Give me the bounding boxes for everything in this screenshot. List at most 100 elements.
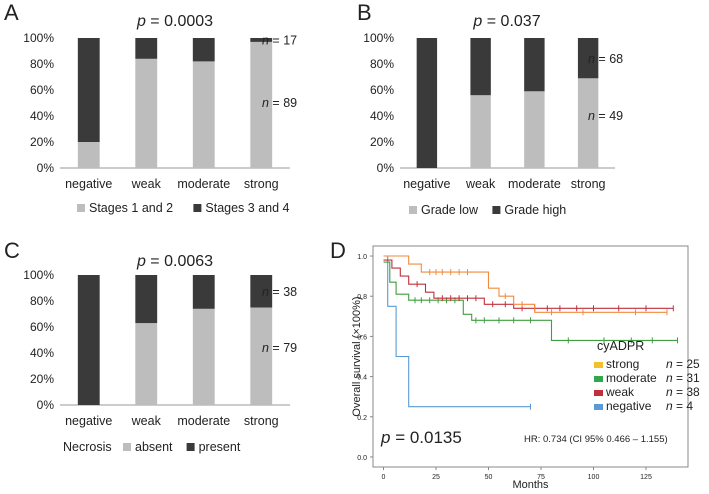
n-label-italic: n [262,341,269,355]
n-label-rest: = 68 [595,52,623,66]
p-value-title-rest: = 0.0063 [146,253,213,270]
legend-swatch-weak [594,390,603,396]
km-curve-weak [383,259,674,309]
bar-upper-moderate [192,38,215,62]
bar-lower-moderate [192,61,215,168]
legend-swatch [492,206,501,214]
x-tick-label: 75 [537,474,545,481]
p-value-title-rest: = 0.0003 [146,13,213,30]
y-tick-label: 0.2 [357,415,367,422]
bar-lower-moderate [192,308,215,405]
plot-frame [372,245,689,468]
legend-n-negative: n = 4 [666,399,693,413]
legend-label-negative: negative [606,399,652,413]
n-label: n = 17 [262,34,297,48]
bar-upper-weak [135,38,158,59]
legend-n-weak-rest: = 38 [673,385,700,399]
y-tick-label: 40% [30,109,54,123]
panel-label: B [357,0,372,25]
bar-lower-strong [250,41,273,168]
bar-lower-moderate [524,91,545,168]
y-tick-label: 80% [370,57,394,71]
y-tick-label: 20% [30,135,54,149]
y-tick-label: 20% [30,372,54,386]
x-tick-label: moderate [177,414,230,428]
p-value-title-italic: p [136,13,146,30]
y-tick-label: 100% [23,268,54,282]
legend-n-moderate-italic: n [666,371,673,385]
legend-label-moderate: moderate [606,371,657,385]
n-label-italic: n [262,285,269,299]
legend-n-moderate: n = 31 [666,371,700,385]
legend-label: Grade high [504,203,566,217]
legend-label: Grade low [421,203,479,217]
n-label-rest: = 79 [269,341,297,355]
y-tick-label: 60% [30,83,54,97]
y-tick-label: 0.4 [357,375,367,382]
panel-label: A [4,0,19,25]
p-value-title-rest: = 0.037 [482,13,540,30]
legend-swatch [409,206,417,214]
legend-label: Stages 3 and 4 [205,201,289,215]
legend-swatch [186,443,195,451]
km-curve-moderate [383,261,678,341]
bar-upper-weak [135,275,158,324]
y-tick-label: 1.0 [357,254,367,261]
n-label: n = 79 [262,341,297,355]
legend-n-strong-rest: = 25 [673,357,700,371]
legend-label: absent [135,440,173,454]
x-tick-label: 50 [485,474,493,481]
y-tick-label: 0.0 [357,455,367,462]
y-tick-label: 40% [30,346,54,360]
n-label-rest: = 38 [269,285,297,299]
x-tick-label: weak [131,414,162,428]
x-tick-label: strong [244,414,279,428]
panel-D: D 0.0 0.2 0.4 0.6 0.8 1.0 0 25 50 75 100 125 Months Ov… [330,238,700,491]
x-tick-label: 125 [640,474,652,481]
p-value-title: p = 0.0003 [136,13,213,30]
legend-n-moderate-rest: = 31 [673,371,700,385]
bar-lower-strong [577,78,599,168]
x-tick-label: negative [65,414,112,428]
legend-label-strong: strong [606,357,639,371]
bar-upper-moderate [524,38,545,92]
panel-label: D [330,238,346,263]
y-tick-label: 40% [370,109,394,123]
y-tick-label: 0% [37,398,55,412]
legend-n-strong: n = 25 [666,357,700,371]
p-value-title-italic: p [136,253,146,270]
bar-upper-negative [77,38,100,142]
x-tick-label: weak [131,177,162,191]
bar-upper-strong [577,38,599,79]
bar-lower-weak [470,95,491,168]
legend-n-strong-italic: n [666,357,673,371]
n-label-italic: n [262,96,269,110]
legend-swatch [77,204,85,212]
n-label-italic: n [262,34,269,48]
x-axis-title: Months [512,479,549,491]
legend-n-weak: n = 38 [666,385,700,399]
legend-swatch-strong [594,362,603,368]
legend-n-weak-italic: n [666,385,673,399]
y-tick-label: 20% [370,135,394,149]
n-label-italic: n [588,109,595,123]
legend-label: present [199,440,241,454]
legend-n-negative-rest: = 4 [673,399,694,413]
bar-upper-negative [416,38,438,168]
n-label-italic: n [588,52,595,66]
legend-swatch-moderate [594,376,603,382]
x-tick-label: weak [465,177,496,191]
bar-upper-weak [470,38,491,96]
legend-title: Necrosis [63,440,112,454]
p-value-label: p = 0.0135 [380,428,462,447]
legend-swatch [193,204,202,212]
y-tick-label: 60% [30,320,54,334]
legend-label-weak: weak [605,385,635,399]
legend-title: cyADPR [597,339,644,353]
x-tick-label: negative [403,177,450,191]
legend-swatch-negative [594,404,603,410]
y-tick-label: 100% [363,31,394,45]
n-label-rest: = 17 [269,34,297,48]
x-tick-label: 100 [588,474,600,481]
